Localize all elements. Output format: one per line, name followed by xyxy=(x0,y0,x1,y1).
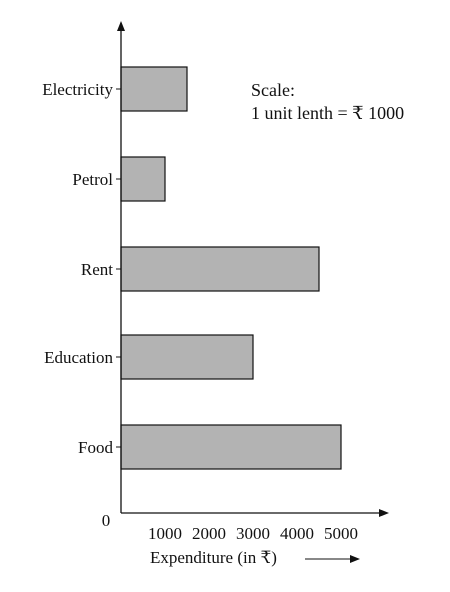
x-tick-label-4000: 4000 xyxy=(280,524,314,543)
scale-annotation-line1: Scale: xyxy=(251,80,295,100)
x-tick-label-1000: 1000 xyxy=(148,524,182,543)
category-label-petrol: Petrol xyxy=(72,170,113,189)
category-label-food: Food xyxy=(78,438,113,457)
x-tick-label-5000: 5000 xyxy=(324,524,358,543)
x-tick-label-2000: 2000 xyxy=(192,524,226,543)
bars-layer xyxy=(120,66,342,470)
x-axis-label: Expenditure (in ₹) xyxy=(150,548,277,567)
category-label-education: Education xyxy=(44,348,113,367)
category-label-rent: Rent xyxy=(81,260,113,279)
bar-electricity xyxy=(120,66,188,112)
bar-petrol xyxy=(120,156,166,202)
bar-food xyxy=(120,424,342,470)
scale-annotation-line2: 1 unit lenth = ₹ 1000 xyxy=(251,103,404,123)
origin-label: 0 xyxy=(102,511,111,530)
category-label-electricity: Electricity xyxy=(42,80,113,99)
bar-rent xyxy=(120,246,320,292)
y-tick-layer: Food Education Rent Petrol Electricity xyxy=(42,80,121,457)
x-tick-label-3000: 3000 xyxy=(236,524,270,543)
x-tick-layer: 1000 2000 3000 4000 5000 xyxy=(148,524,358,543)
bar-education xyxy=(120,334,254,380)
